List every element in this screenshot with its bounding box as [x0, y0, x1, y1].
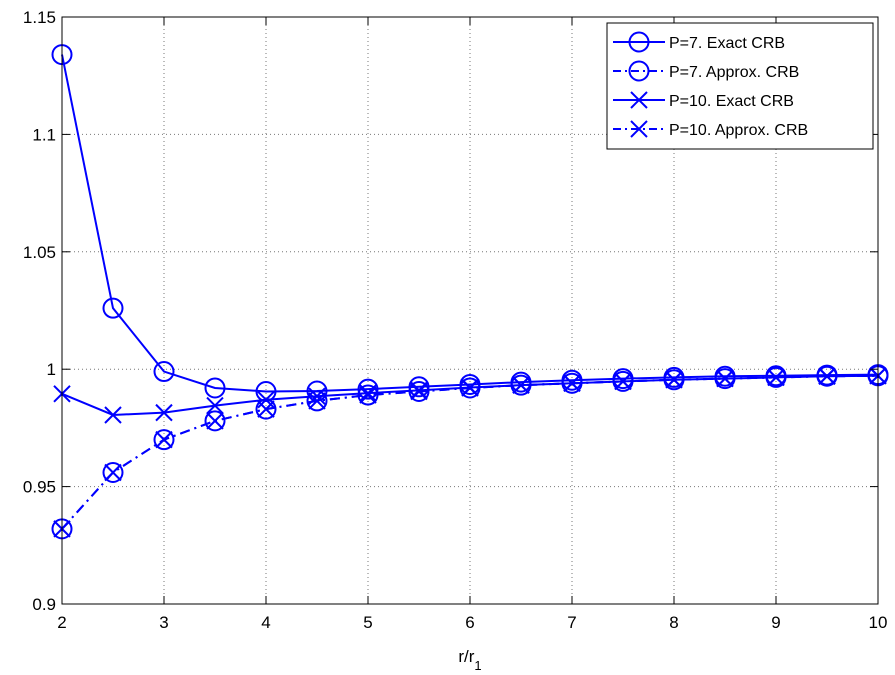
legend-marker [630, 120, 648, 138]
data-point [767, 368, 785, 387]
data-point [408, 376, 430, 398]
legend-label: P=7. Exact CRB [669, 35, 785, 52]
x-tick-label: 6 [465, 613, 474, 632]
legend-marker [630, 91, 648, 109]
data-point [206, 396, 224, 415]
data-point [359, 384, 377, 402]
x-tick-label: 7 [567, 613, 576, 632]
legend: P=7. Exact CRB P=7. Approx. CRB P=10. Exac… [606, 22, 874, 150]
data-point [206, 412, 224, 430]
data-point [204, 410, 226, 432]
data-point [359, 386, 377, 404]
data-point [104, 463, 122, 482]
data-point [512, 376, 530, 394]
x-tick-label: 10 [869, 613, 888, 632]
data-point [563, 374, 581, 392]
data-point [155, 430, 173, 449]
x-tick-label: 2 [57, 613, 66, 632]
x-tick-label: 5 [363, 613, 372, 632]
data-point [818, 367, 836, 385]
grid-lines [62, 17, 878, 604]
legend-label: P=10. Approx. CRB [669, 122, 808, 139]
data-point [155, 403, 173, 422]
x-axis-label-subscript: 1 [474, 658, 481, 673]
legend-label: P=10. Exact CRB [669, 93, 794, 110]
x-tick-label: 8 [669, 613, 678, 632]
y-tick-label: 0.9 [32, 595, 56, 614]
data-point [104, 406, 122, 424]
x-tick-label: 3 [159, 613, 168, 632]
data-point [153, 429, 175, 451]
data-point [102, 297, 124, 319]
data-point [204, 377, 226, 399]
legend-marker [628, 60, 650, 82]
data-point [153, 361, 175, 383]
legend-marker [628, 31, 650, 53]
y-tick-label: 0.95 [23, 478, 56, 497]
data-point [461, 379, 479, 397]
y-tick-label: 1 [47, 360, 56, 379]
data-point [308, 392, 326, 410]
data-point [410, 382, 428, 401]
axis-ticks: 2 3 4 5 6 7 8 9 10 0.9 0.95 1 1.05 1.1 1.15 [23, 8, 888, 632]
x-axis-label: r/r1 [458, 647, 481, 673]
data-point [716, 369, 734, 388]
x-tick-label: 4 [261, 613, 270, 632]
x-axis-label-text: r/r [458, 647, 474, 666]
data-point [665, 371, 683, 389]
data-point [306, 390, 328, 412]
y-tick-label: 1.05 [23, 243, 56, 262]
data-point [102, 462, 124, 484]
data-point [614, 372, 632, 391]
y-tick-label: 1.15 [23, 8, 56, 27]
data-point [357, 378, 379, 400]
legend-label: P=7. Approx. CRB [669, 64, 799, 81]
series-line [61, 54, 879, 393]
x-tick-label: 9 [771, 613, 780, 632]
y-tick-label: 1.1 [32, 125, 56, 144]
data-point [257, 400, 275, 418]
